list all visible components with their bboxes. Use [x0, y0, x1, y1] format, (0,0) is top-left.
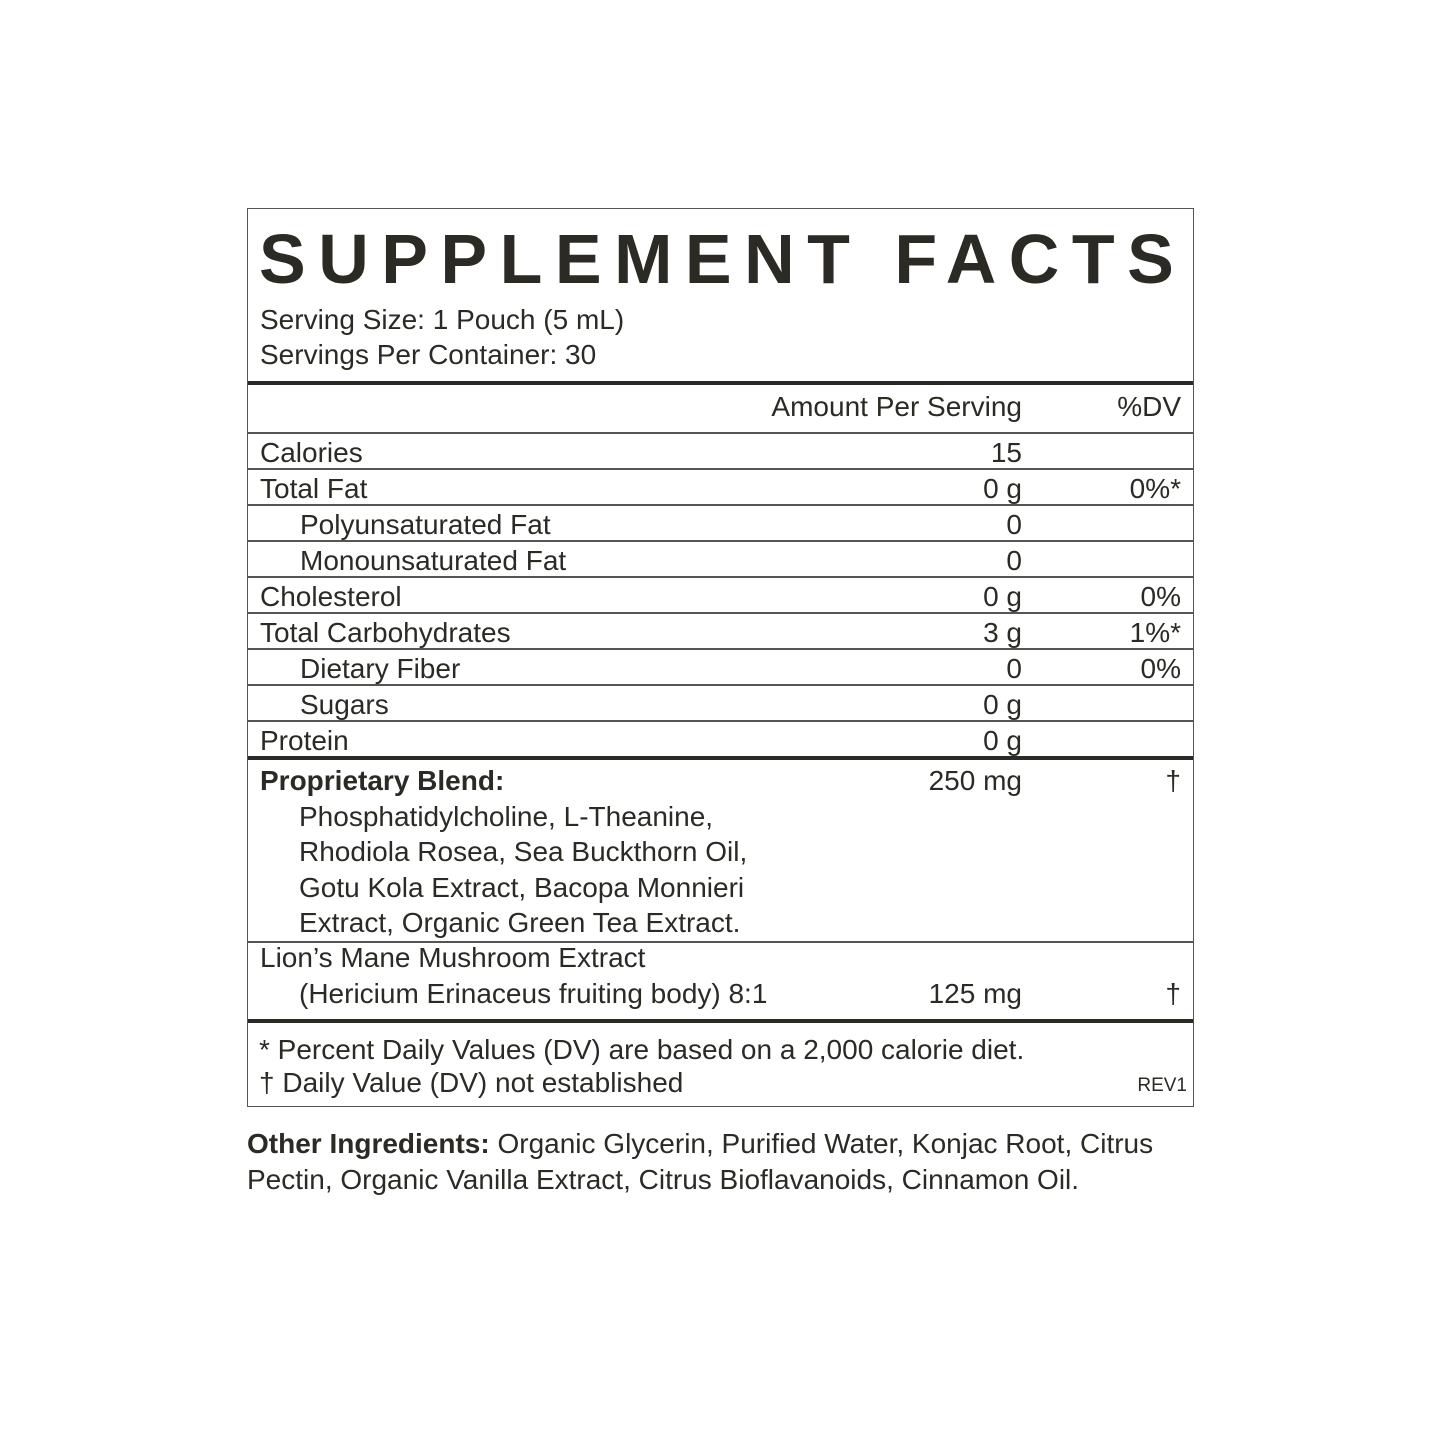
- divider-thick: [248, 381, 1193, 385]
- nutrient-label: Total Carbohydrates: [260, 617, 511, 648]
- nutrient-row: Protein 0 g: [248, 721, 1193, 757]
- header-dv: %DV: [1117, 391, 1181, 422]
- blend-label: Proprietary Blend:: [260, 765, 505, 796]
- nutrient-row: Total Carbohydrates 3 g 1%*: [248, 613, 1193, 649]
- nutrient-dv: 0%: [1140, 581, 1181, 612]
- nutrient-row: Sugars 0 g: [248, 685, 1193, 721]
- servings-per-container: Servings Per Container: 30: [260, 339, 597, 370]
- other-ingredients-text: Organic Glycerin, Purified Water, Konjac…: [247, 1128, 1154, 1195]
- divider: [248, 720, 1193, 722]
- nutrient-amount: 0: [1006, 545, 1022, 576]
- blend-dv: †: [1165, 765, 1181, 796]
- nutrient-amount: 15: [990, 437, 1022, 468]
- divider-thick: [248, 756, 1193, 760]
- divider: [248, 504, 1193, 506]
- nutrient-amount: 3 g: [983, 617, 1022, 648]
- lions-mane-amount: 125 mg: [928, 977, 1022, 1009]
- nutrient-row: Calories 15: [248, 433, 1193, 469]
- panel-title: SUPPLEMENT FACTS: [259, 220, 1187, 298]
- nutrient-label: Calories: [260, 437, 363, 468]
- divider: [248, 576, 1193, 578]
- footnote-dv: * Percent Daily Values (DV) are based on…: [259, 1034, 1025, 1065]
- other-ingredients: Other Ingredients: Organic Glycerin, Pur…: [247, 1126, 1207, 1197]
- divider: [248, 941, 1193, 943]
- blend-ingredient-line: Gotu Kola Extract, Bacopa Monnieri: [299, 871, 745, 903]
- nutrient-amount: 0 g: [983, 725, 1022, 756]
- blend-ingredient-line: Rhodiola Rosea, Sea Buckthorn Oil,: [299, 836, 748, 867]
- nutrient-amount: 0: [1006, 509, 1022, 540]
- lions-mane-label: Lion’s Mane Mushroom Extract: [260, 942, 646, 973]
- revision-label: REV1: [1137, 1075, 1187, 1096]
- nutrient-label: Sugars: [300, 689, 389, 720]
- nutrient-row: Monounsaturated Fat 0: [248, 541, 1193, 577]
- nutrient-amount: 0: [1006, 653, 1022, 684]
- divider-thick: [248, 1019, 1193, 1023]
- nutrient-dv: 0%*: [1129, 473, 1181, 504]
- nutrient-amount: 0 g: [983, 473, 1022, 504]
- divider: [248, 648, 1193, 650]
- nutrient-row: Polyunsaturated Fat 0: [248, 505, 1193, 541]
- header-amount: Amount Per Serving: [771, 391, 1022, 422]
- nutrient-row: Cholesterol 0 g 0%: [248, 577, 1193, 613]
- lions-mane-dv: †: [1165, 977, 1181, 1009]
- nutrient-label: Monounsaturated Fat: [300, 545, 567, 576]
- blend-ingredient-line: Phosphatidylcholine, L-Theanine,: [299, 800, 714, 832]
- header-row: Amount Per Serving %DV: [248, 387, 1193, 423]
- serving-size: Serving Size: 1 Pouch (5 mL): [260, 304, 625, 335]
- nutrient-label: Total Fat: [260, 473, 368, 504]
- blend-amount: 250 mg: [928, 765, 1022, 796]
- nutrient-dv: 1%*: [1129, 617, 1181, 648]
- nutrient-label: Protein: [260, 725, 349, 756]
- supplement-facts-panel: SUPPLEMENT FACTS Serving Size: 1 Pouch (…: [247, 208, 1194, 1107]
- footnote-dagger: † Daily Value (DV) not established: [259, 1067, 684, 1098]
- lions-mane-sub: (Hericium Erinaceus fruiting body) 8:1: [299, 977, 768, 1009]
- nutrient-amount: 0 g: [983, 581, 1022, 612]
- blend-ingredient-line: Extract, Organic Green Tea Extract.: [299, 907, 741, 938]
- nutrient-label: Cholesterol: [260, 581, 402, 612]
- divider: [248, 540, 1193, 542]
- nutrient-row: Dietary Fiber 0 0%: [248, 649, 1193, 685]
- nutrient-row: Total Fat 0 g 0%*: [248, 469, 1193, 505]
- divider: [248, 432, 1193, 434]
- nutrient-dv: 0%: [1140, 653, 1181, 684]
- divider: [248, 468, 1193, 470]
- other-ingredients-label: Other Ingredients:: [247, 1128, 490, 1159]
- nutrient-amount: 0 g: [983, 689, 1022, 720]
- divider: [248, 684, 1193, 686]
- nutrient-label: Polyunsaturated Fat: [300, 509, 551, 540]
- nutrient-label: Dietary Fiber: [300, 653, 461, 684]
- divider: [248, 612, 1193, 614]
